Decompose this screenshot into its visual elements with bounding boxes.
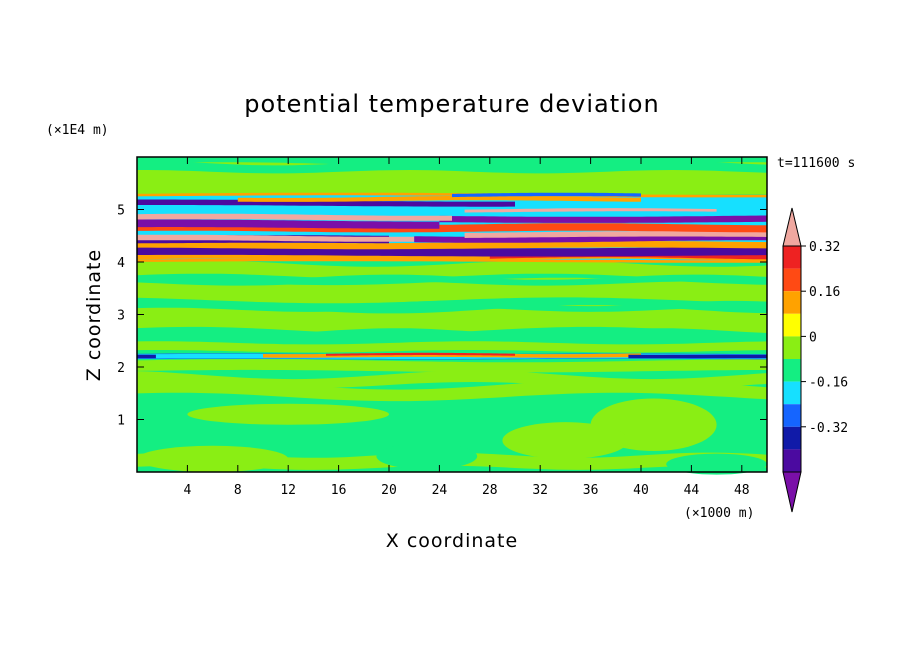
x-tick-label: 44 bbox=[684, 483, 700, 498]
x-tick-label: 12 bbox=[280, 483, 296, 498]
field-blob bbox=[137, 445, 289, 472]
y-unit-label: (×1E4 m) bbox=[46, 123, 109, 138]
x-tick-label: 48 bbox=[734, 483, 750, 498]
y-tick-label: 5 bbox=[117, 204, 125, 219]
field-band bbox=[137, 370, 767, 389]
x-tick-label: 32 bbox=[532, 483, 548, 498]
y-axis-label: Z coordinate bbox=[83, 249, 105, 381]
y-tick-label: 4 bbox=[117, 256, 125, 271]
colorbar-frame bbox=[782, 245, 802, 473]
field-band bbox=[439, 215, 767, 223]
field-blob bbox=[502, 422, 629, 459]
field-band bbox=[137, 341, 767, 353]
colorbar-cell bbox=[783, 359, 801, 382]
x-tick-label: 4 bbox=[183, 483, 191, 498]
contour-fields bbox=[137, 161, 767, 475]
y-tick-label: 3 bbox=[117, 309, 125, 324]
field-band bbox=[137, 277, 767, 304]
field-band bbox=[137, 213, 452, 221]
colorbar-cell bbox=[783, 449, 801, 472]
colorbar-cell bbox=[782, 471, 802, 513]
y-tick-label: 1 bbox=[117, 414, 125, 429]
field-band bbox=[137, 274, 767, 286]
colorbar-cell bbox=[783, 336, 801, 359]
field-band bbox=[137, 328, 767, 341]
field-band bbox=[137, 241, 767, 250]
colorbar-cell bbox=[783, 291, 801, 314]
colorbar-tick-label: -0.32 bbox=[809, 421, 848, 436]
colorbar-tick-label: -0.16 bbox=[809, 376, 848, 391]
plot-area bbox=[136, 156, 768, 475]
y-tick-label: 2 bbox=[117, 361, 125, 376]
colorbar-cell bbox=[783, 426, 801, 450]
x-tick-label: 40 bbox=[633, 483, 649, 498]
x-tick-label: 16 bbox=[331, 483, 347, 498]
colorbar-cell bbox=[783, 246, 801, 269]
x-axis-ticks: 4 8 12 16 20 24 28 32 36 40 44 48 bbox=[183, 157, 750, 498]
field-band bbox=[237, 195, 642, 202]
field-band bbox=[452, 192, 641, 198]
field-band bbox=[137, 161, 767, 174]
chart-title: potential temperature deviation bbox=[244, 90, 659, 118]
field-band bbox=[137, 305, 767, 334]
field-blob bbox=[376, 443, 478, 470]
colorbar-tick-label: 0.32 bbox=[809, 240, 840, 255]
field-band bbox=[137, 260, 767, 279]
x-tick-label: 24 bbox=[432, 483, 448, 498]
colorbar-cell bbox=[783, 404, 801, 427]
x-tick-label: 8 bbox=[234, 483, 242, 498]
colorbar-tick-label: 0 bbox=[809, 330, 817, 345]
field-band bbox=[137, 234, 415, 242]
field-band bbox=[137, 354, 156, 359]
field-blob bbox=[187, 403, 389, 425]
time-label: t=111600 s bbox=[777, 156, 855, 171]
x-tick-label: 20 bbox=[381, 483, 397, 498]
colorbar-cell bbox=[782, 207, 802, 247]
x-axis-label: X coordinate bbox=[386, 530, 518, 552]
colorbar-tick-label: 0.16 bbox=[809, 285, 840, 300]
x-tick-label: 28 bbox=[482, 483, 498, 498]
colorbar-cell bbox=[783, 381, 801, 405]
y-axis-ticks: 1 2 3 4 5 bbox=[117, 204, 767, 429]
field-band bbox=[137, 219, 440, 229]
colorbar-cell bbox=[783, 268, 801, 292]
field-band bbox=[326, 352, 515, 356]
field-band bbox=[137, 199, 515, 207]
colorbar: 0.32 0.16 0 -0.16 -0.32 bbox=[782, 207, 848, 513]
field-band bbox=[137, 300, 767, 312]
colorbar-cell bbox=[783, 313, 801, 337]
x-unit-label: (×1000 m) bbox=[684, 506, 754, 521]
field-band bbox=[137, 359, 767, 373]
field-band bbox=[464, 231, 767, 238]
field-band bbox=[628, 354, 767, 359]
x-tick-label: 36 bbox=[583, 483, 599, 498]
